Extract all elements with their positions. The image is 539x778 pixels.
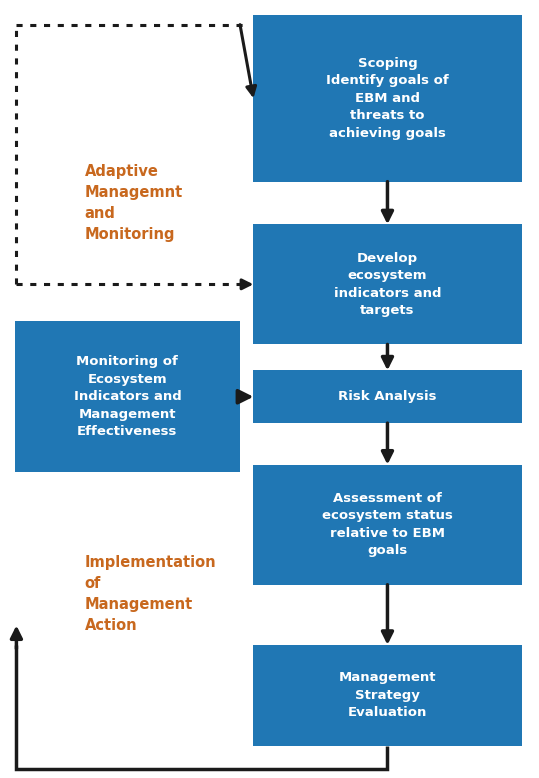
FancyBboxPatch shape bbox=[15, 321, 240, 472]
FancyBboxPatch shape bbox=[253, 370, 522, 423]
Text: Implementation
of
Management
Action: Implementation of Management Action bbox=[85, 555, 216, 633]
FancyBboxPatch shape bbox=[253, 645, 522, 745]
Text: Management
Strategy
Evaluation: Management Strategy Evaluation bbox=[338, 671, 436, 719]
FancyBboxPatch shape bbox=[253, 15, 522, 181]
Text: Assessment of
ecosystem status
relative to EBM
goals: Assessment of ecosystem status relative … bbox=[322, 492, 453, 557]
FancyBboxPatch shape bbox=[253, 464, 522, 585]
FancyBboxPatch shape bbox=[253, 224, 522, 345]
Text: Scoping
Identify goals of
EBM and
threats to
achieving goals: Scoping Identify goals of EBM and threat… bbox=[326, 57, 449, 140]
Text: Develop
ecosystem
indicators and
targets: Develop ecosystem indicators and targets bbox=[334, 251, 441, 317]
Text: Risk Analysis: Risk Analysis bbox=[338, 391, 437, 403]
Text: Adaptive
Managemnt
and
Monitoring: Adaptive Managemnt and Monitoring bbox=[85, 164, 183, 242]
Text: Monitoring of
Ecosystem
Indicators and
Management
Effectiveness: Monitoring of Ecosystem Indicators and M… bbox=[73, 356, 181, 438]
